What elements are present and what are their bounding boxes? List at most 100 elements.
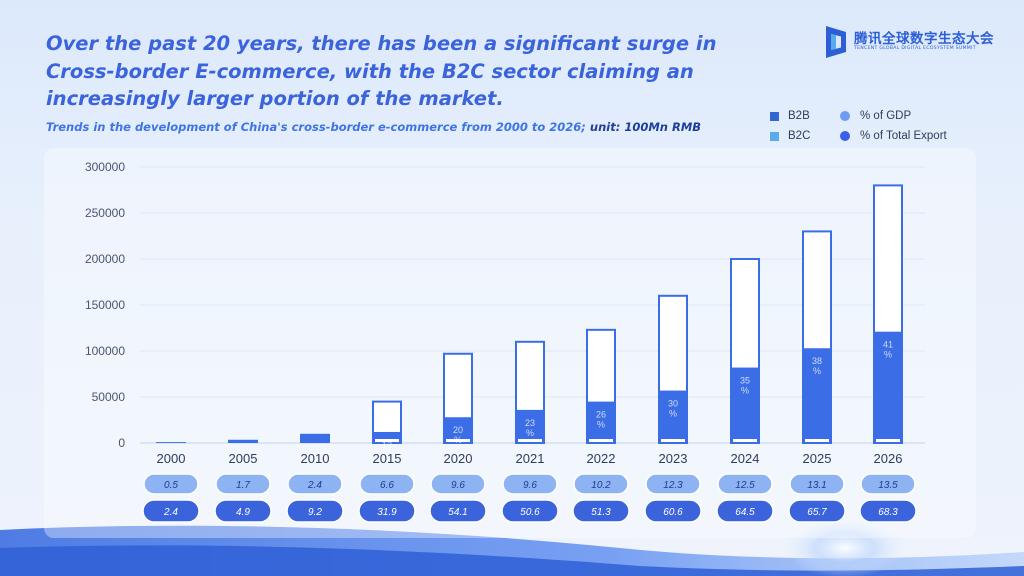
- y-tick-label: 300000: [85, 160, 125, 174]
- b2c-share-label: 35: [740, 376, 750, 386]
- export-percent-label: 68.3: [878, 507, 898, 518]
- bar-b2c: [802, 348, 832, 443]
- b2c-share-label: 30: [668, 399, 678, 409]
- headline: Over the past 20 years, there has been a…: [46, 30, 766, 113]
- bar-base-strip: [733, 439, 757, 442]
- gdp-percent-label: 10.2: [591, 480, 611, 491]
- bar-total: [228, 439, 258, 443]
- b2c-share-unit: %: [526, 428, 534, 438]
- legend-b2c: B2C: [770, 126, 810, 146]
- x-tick-label: 2000: [157, 451, 186, 466]
- headline-line-3: increasingly larger portion of the marke…: [46, 87, 504, 110]
- export-percent-oval: [429, 499, 487, 523]
- bar-base-strip: [375, 439, 399, 442]
- x-tick-label: 2022: [587, 451, 616, 466]
- b2c-share-unit: %: [741, 386, 749, 396]
- export-percent-oval: [788, 499, 846, 523]
- headline-line-2: Cross-border E-commerce, with the B2C se…: [46, 59, 694, 83]
- b2c-swatch: [770, 131, 779, 141]
- chart-subtitle: Trends in the development of China's cro…: [46, 120, 766, 134]
- subtitle-text: Trends in the development of China's cro…: [46, 120, 590, 134]
- export-percent-oval: [644, 499, 702, 523]
- export-swatch: [840, 131, 850, 141]
- bar-base-strip: [446, 439, 470, 442]
- legend-export-label: % of Total Export: [860, 130, 947, 142]
- legend-segments: B2B B2C: [770, 106, 810, 146]
- gdp-percent-label: 0.5: [164, 480, 178, 491]
- b2c-share-label: 23: [525, 418, 535, 428]
- export-percent-oval: [358, 499, 416, 523]
- x-tick-label: 2026: [874, 451, 903, 466]
- y-tick-label: 200000: [85, 252, 125, 266]
- gdp-percent-oval: [573, 473, 629, 495]
- bar-base-strip: [876, 439, 900, 442]
- y-tick-label: 150000: [85, 298, 125, 312]
- legend-percent: % of GDP % of Total Export: [840, 106, 947, 146]
- logo-chinese-text: 腾讯全球数字生态大会: [854, 31, 994, 47]
- x-tick-label: 2021: [516, 451, 545, 466]
- legend-gdp: % of GDP: [840, 106, 947, 126]
- gdp-percent-label: 2.4: [307, 480, 322, 491]
- subtitle-unit: unit: 100Mn RMB: [589, 120, 702, 134]
- export-percent-oval: [572, 499, 630, 523]
- legend-gdp-label: % of GDP: [860, 110, 912, 122]
- legend-export: % of Total Export: [840, 126, 947, 146]
- b2c-share-unit: %: [884, 350, 892, 360]
- x-tick-label: 2015: [373, 451, 402, 466]
- export-percent-label: 2.4: [163, 507, 178, 518]
- gdp-percent-label: 6.6: [380, 480, 394, 491]
- y-tick-label: 0: [118, 436, 125, 450]
- bar-b2c: [658, 390, 688, 443]
- export-percent-label: 31.9: [377, 507, 397, 518]
- export-percent-oval: [501, 499, 559, 523]
- gdp-percent-oval: [143, 473, 199, 495]
- legend-b2b: B2B: [770, 106, 810, 126]
- export-percent-label: 60.6: [663, 507, 683, 518]
- export-percent-label: 4.9: [236, 507, 250, 518]
- bar-b2c: [372, 431, 402, 443]
- export-percent-label: 54.1: [448, 507, 467, 518]
- bar-total: [156, 442, 186, 443]
- summit-logo: 腾讯全球数字生态大会 TENCENT GLOBAL DIGITAL ECOSYS…: [824, 24, 994, 64]
- b2c-share-label: 12: [382, 440, 392, 450]
- export-percent-oval: [286, 499, 344, 523]
- gdp-percent-oval: [502, 473, 558, 495]
- x-tick-label: 2005: [229, 451, 258, 466]
- gdp-percent-oval: [359, 473, 415, 495]
- legend-b2b-label: B2B: [788, 110, 810, 122]
- export-percent-oval: [214, 499, 272, 523]
- gdp-swatch: [840, 111, 850, 121]
- gdp-percent-oval: [789, 473, 845, 495]
- gdp-percent-oval: [215, 473, 271, 495]
- gdp-percent-label: 13.5: [878, 480, 898, 491]
- bar-base-strip: [805, 439, 829, 442]
- gdp-percent-oval: [287, 473, 343, 495]
- export-percent-label: 9.2: [308, 507, 322, 518]
- bar-b2c: [586, 401, 616, 443]
- export-percent-oval: [716, 499, 774, 523]
- gdp-percent-oval: [645, 473, 701, 495]
- x-tick-label: 2020: [444, 451, 473, 466]
- logo-mark-icon: [826, 26, 846, 58]
- headline-line-1: Over the past 20 years, there has been a…: [46, 32, 717, 55]
- x-tick-label: 2025: [803, 451, 832, 466]
- export-percent-label: 51.3: [591, 507, 611, 518]
- b2c-share-label: 38: [812, 356, 822, 366]
- y-tick-label: 50000: [92, 390, 126, 404]
- export-percent-label: 50.6: [520, 507, 540, 518]
- gdp-percent-oval: [717, 473, 773, 495]
- bar-b2c: [873, 331, 903, 443]
- export-percent-oval: [142, 499, 200, 523]
- x-tick-label: 2010: [301, 451, 330, 466]
- b2c-share-unit: %: [813, 366, 821, 376]
- b2c-share-unit: %: [597, 420, 605, 430]
- bar-b2c: [730, 367, 760, 443]
- gdp-percent-oval: [430, 473, 486, 495]
- legend-b2c-label: B2C: [788, 130, 811, 142]
- bar-base-strip: [661, 439, 685, 442]
- b2c-share-label: 26: [596, 410, 606, 420]
- b2b-swatch: [770, 111, 779, 121]
- b2c-share-unit: %: [669, 409, 677, 419]
